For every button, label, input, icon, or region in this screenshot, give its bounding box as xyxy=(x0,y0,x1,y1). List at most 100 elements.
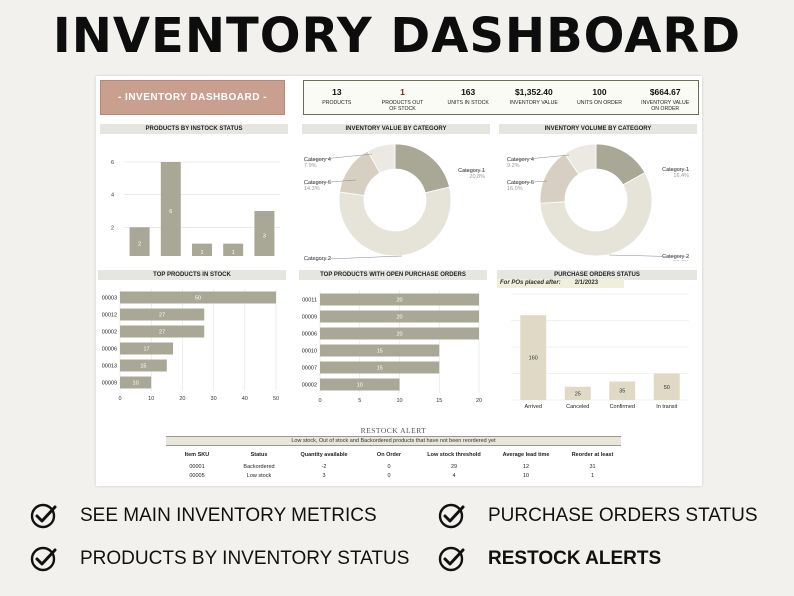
kpi-value: $664.67 xyxy=(649,87,681,97)
kpi-strip: 13 PRODUCTS 1 PRODUCTS OUT OF STOCK 163 UNI… xyxy=(303,80,699,115)
restock-header: Item SKU xyxy=(184,451,210,458)
bar xyxy=(120,359,167,372)
po-filter-value[interactable]: 2/1/2023 xyxy=(574,280,599,286)
y-tick-label: 00006 xyxy=(302,332,317,338)
restock-header: Low stock threshold xyxy=(427,451,481,458)
kpi-label: PRODUCTS OUT OF STOCK xyxy=(381,100,424,112)
kpi-label: UNITS ON ORDER xyxy=(577,100,622,106)
data-label: 27 xyxy=(159,330,165,336)
bar xyxy=(120,291,276,304)
restock-cell: 31 xyxy=(589,464,596,470)
y-tick-label: 00002 xyxy=(302,383,317,389)
bar xyxy=(160,162,181,256)
feature-main-metrics: SEE MAIN INVENTORY METRICS xyxy=(30,502,377,530)
kpi-products: 13 PRODUCTS xyxy=(304,81,370,114)
x-tick-label: Arrived xyxy=(525,404,542,410)
slice-pct: 7.9% xyxy=(304,163,317,169)
restock-header: Status xyxy=(250,451,268,458)
kpi-out-of-stock: 1 PRODUCTS OUT OF STOCK xyxy=(370,81,436,114)
bar xyxy=(192,243,212,256)
inventory-volume-donut: Category 116.4%Category 255.6%Category 6… xyxy=(506,143,690,261)
data-label: 3 xyxy=(263,234,266,240)
check-circle-icon xyxy=(438,503,465,529)
kpi-value: $1,352.40 xyxy=(514,87,553,97)
y-tick-label: 2 xyxy=(111,225,114,231)
x-tick-label: 30 xyxy=(211,396,217,402)
data-label: 25 xyxy=(575,391,581,397)
slice-label: Category 4 xyxy=(304,157,331,163)
data-label: 50 xyxy=(664,385,670,391)
leader-line xyxy=(303,179,357,185)
restock-alert: RESTOCK ALERT Low stock, Out of stock an… xyxy=(166,426,621,481)
x-tick-label: Canceled xyxy=(566,404,589,410)
kpi-label: INVENTORY VALUE ON ORDER xyxy=(641,100,690,112)
panel-title-top-stock: TOP PRODUCTS IN STOCK xyxy=(98,270,286,280)
slice-label: Category 4 xyxy=(507,157,534,163)
check-circle-icon xyxy=(30,546,57,572)
x-tick-label: 0 xyxy=(318,398,321,404)
slice-pct: 20.8% xyxy=(469,174,485,180)
restock-cell: -2 xyxy=(321,464,327,470)
leader-line xyxy=(303,255,403,261)
dashboard-sheet: - INVENTORY DASHBOARD - 13 PRODUCTS 1 PROD… xyxy=(96,76,702,486)
data-label: 1 xyxy=(200,250,203,256)
x-tick-label: 20 xyxy=(179,396,185,402)
restock-cell: 4 xyxy=(452,473,456,479)
data-label: 27 xyxy=(159,313,165,319)
restock-cell: 3 xyxy=(322,473,326,479)
bar xyxy=(520,315,547,400)
x-tick-label: 20 xyxy=(476,398,482,404)
po-date-filter[interactable]: For POs placed after: 2/1/2023 xyxy=(497,279,624,288)
bar xyxy=(320,378,400,391)
restock-cell: 0 xyxy=(387,473,391,479)
check-circle-icon xyxy=(438,546,465,572)
panel-title-instock: PRODUCTS BY INSTOCK STATUS xyxy=(100,124,288,134)
feature-po-status: PURCHASE ORDERS STATUS xyxy=(438,502,758,530)
data-label: 20 xyxy=(396,315,402,321)
leader-line xyxy=(303,153,373,162)
restock-header: Reorder at least xyxy=(571,451,614,458)
slice-label: Category 2 xyxy=(662,254,689,260)
bar xyxy=(223,243,244,256)
feature-restock-alerts: RESTOCK ALERTS xyxy=(438,545,661,573)
slice-pct: 14.3% xyxy=(304,186,320,192)
bar xyxy=(120,325,205,338)
bar xyxy=(120,308,205,321)
kpi-value-on-order: $664.67 INVENTORY VALUE ON ORDER xyxy=(632,81,698,114)
leader-line xyxy=(506,154,570,162)
restock-cell: 29 xyxy=(450,464,458,470)
data-label: 10 xyxy=(133,381,139,387)
panel-title-po-status: PURCHASE ORDERS STATUS xyxy=(497,270,697,280)
leader-line xyxy=(608,254,690,258)
slice-pct: 55.6% xyxy=(673,260,689,261)
restock-cell: 12 xyxy=(522,464,530,470)
data-label: 17 xyxy=(143,347,149,353)
x-tick-label: Confirmed xyxy=(610,404,635,410)
feature-label: SEE MAIN INVENTORY METRICS xyxy=(80,505,377,526)
data-label: 6 xyxy=(169,209,172,215)
bar xyxy=(564,386,591,400)
y-tick-label: 00007 xyxy=(302,366,317,372)
feature-inventory-status: PRODUCTS BY INVENTORY STATUS xyxy=(30,545,409,573)
y-tick-label: 00011 xyxy=(302,298,317,304)
data-label: 160 xyxy=(529,356,538,362)
y-tick-label: 00009 xyxy=(102,381,117,387)
hero-title: INVENTORY DASHBOARD xyxy=(52,8,742,64)
feature-label: PRODUCTS BY INVENTORY STATUS xyxy=(80,548,410,569)
y-tick-label: 00012 xyxy=(102,313,117,319)
bar xyxy=(254,211,275,256)
data-label: 20 xyxy=(396,332,402,338)
bar xyxy=(320,361,440,374)
top-stock-chart: 0 10 20 30 40 50 50 00003 27 00012 27 00002 17 00006 1… xyxy=(102,289,279,402)
data-label: 15 xyxy=(377,366,383,372)
y-tick-label: 00010 xyxy=(302,349,317,355)
x-tick-label: In transit xyxy=(656,404,678,410)
data-label: 15 xyxy=(377,349,383,355)
instock-status-chart: 02462Backordered6In stock1Low stock1Out … xyxy=(111,160,280,256)
data-label: 2 xyxy=(138,242,141,248)
data-label: 10 xyxy=(357,383,363,389)
x-tick-label: 10 xyxy=(148,396,154,402)
restock-cell: Backordered xyxy=(243,464,275,470)
x-tick-label: 5 xyxy=(358,398,361,404)
data-label: 35 xyxy=(619,389,625,395)
